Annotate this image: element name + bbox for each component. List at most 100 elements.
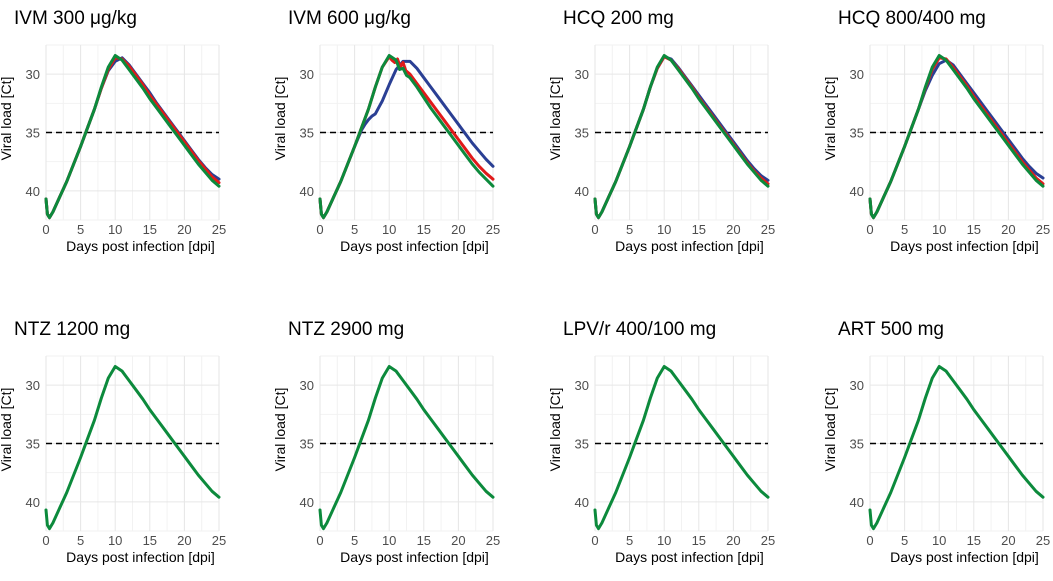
panel-title: NTZ 2900 mg	[288, 319, 404, 340]
x-tick-label: 10	[382, 222, 396, 237]
x-tick-label: 0	[591, 533, 598, 548]
y-tick-label: 35	[300, 126, 314, 141]
y-axis-label: Viral load [Ct]	[0, 77, 14, 161]
panel-title: IVM 600 μg/kg	[288, 8, 411, 29]
series-green-line	[868, 365, 1045, 531]
x-tick-label: 5	[901, 222, 908, 237]
x-tick-label: 20	[177, 222, 191, 237]
y-tick-label: 35	[26, 437, 40, 452]
x-axis-label: Days post infection [dpi]	[66, 238, 215, 254]
series-green-line	[593, 365, 770, 531]
x-tick-label: 20	[451, 222, 465, 237]
panel-title: HCQ 200 mg	[563, 8, 674, 29]
x-tick-label: 0	[316, 533, 323, 548]
y-tick-label: 35	[300, 437, 314, 452]
y-tick-label: 30	[850, 67, 864, 82]
x-tick-label: 0	[316, 222, 323, 237]
panel-title: ART 500 mg	[838, 319, 944, 340]
y-axis-label: Viral load [Ct]	[272, 388, 288, 472]
x-tick-label: 25	[486, 533, 500, 548]
y-tick-label: 30	[300, 67, 314, 82]
x-tick-label: 15	[967, 222, 981, 237]
x-axis-label: Days post infection [dpi]	[615, 549, 764, 565]
y-tick-label: 35	[850, 126, 864, 141]
x-tick-label: 5	[901, 533, 908, 548]
x-tick-label: 0	[866, 222, 873, 237]
x-tick-label: 20	[726, 222, 740, 237]
x-tick-label: 10	[108, 533, 122, 548]
x-axis-label: Days post infection [dpi]	[340, 238, 489, 254]
panel-title: NTZ 1200 mg	[14, 319, 130, 340]
x-tick-label: 10	[382, 533, 396, 548]
series-green-line	[318, 54, 495, 220]
x-axis-label: Days post infection [dpi]	[340, 549, 489, 565]
x-tick-label: 5	[351, 533, 358, 548]
y-tick-label: 40	[300, 495, 314, 510]
x-tick-label: 15	[143, 533, 157, 548]
x-tick-label: 20	[1001, 533, 1015, 548]
y-tick-label: 30	[26, 67, 40, 82]
x-tick-label: 10	[657, 533, 671, 548]
y-tick-label: 40	[575, 495, 589, 510]
y-tick-label: 30	[26, 378, 40, 393]
x-tick-label: 15	[692, 533, 706, 548]
y-axis-label: Viral load [Ct]	[547, 77, 563, 161]
y-tick-label: 40	[26, 184, 40, 199]
y-tick-label: 30	[575, 378, 589, 393]
x-tick-label: 25	[1036, 222, 1050, 237]
y-tick-label: 35	[575, 437, 589, 452]
y-axis-label: Viral load [Ct]	[822, 388, 838, 472]
series-green-line	[318, 365, 495, 531]
x-tick-label: 0	[42, 222, 49, 237]
panel-title: HCQ 800/400 mg	[838, 8, 986, 29]
y-tick-label: 40	[300, 184, 314, 199]
y-axis-label: Viral load [Ct]	[547, 388, 563, 472]
y-tick-label: 35	[850, 437, 864, 452]
x-tick-label: 20	[726, 533, 740, 548]
series-green-line	[868, 54, 1045, 220]
x-tick-label: 0	[866, 533, 873, 548]
y-tick-label: 35	[26, 126, 40, 141]
x-tick-label: 0	[591, 222, 598, 237]
y-tick-label: 40	[850, 495, 864, 510]
y-axis-label: Viral load [Ct]	[0, 388, 14, 472]
x-tick-label: 0	[42, 533, 49, 548]
y-tick-label: 40	[850, 184, 864, 199]
y-tick-label: 40	[26, 495, 40, 510]
x-tick-label: 5	[626, 222, 633, 237]
x-tick-label: 20	[1001, 222, 1015, 237]
x-axis-label: Days post infection [dpi]	[890, 549, 1039, 565]
x-tick-label: 25	[761, 222, 775, 237]
x-tick-label: 15	[692, 222, 706, 237]
x-axis-label: Days post infection [dpi]	[615, 238, 764, 254]
x-tick-label: 15	[417, 222, 431, 237]
x-tick-label: 5	[351, 222, 358, 237]
x-tick-label: 25	[212, 222, 226, 237]
y-tick-label: 40	[575, 184, 589, 199]
x-tick-label: 15	[967, 533, 981, 548]
y-tick-label: 35	[575, 126, 589, 141]
x-tick-label: 15	[417, 533, 431, 548]
panel-title: LPV/r 400/100 mg	[563, 319, 716, 340]
series-green-line	[44, 54, 221, 220]
x-tick-label: 25	[212, 533, 226, 548]
panel-title: IVM 300 μg/kg	[14, 8, 137, 29]
x-tick-label: 25	[761, 533, 775, 548]
x-tick-label: 20	[177, 533, 191, 548]
y-tick-label: 30	[300, 378, 314, 393]
x-tick-label: 10	[657, 222, 671, 237]
y-axis-label: Viral load [Ct]	[822, 77, 838, 161]
series-green-line	[593, 54, 770, 220]
series-green-line	[44, 365, 221, 531]
x-tick-label: 20	[451, 533, 465, 548]
x-tick-label: 5	[77, 533, 84, 548]
x-axis-label: Days post infection [dpi]	[66, 549, 215, 565]
